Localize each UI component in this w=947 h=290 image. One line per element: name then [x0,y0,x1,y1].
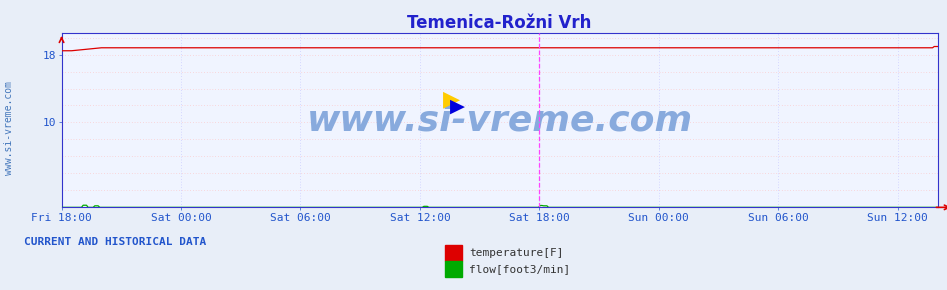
Text: CURRENT AND HISTORICAL DATA: CURRENT AND HISTORICAL DATA [24,237,205,247]
Text: www.si-vreme.com: www.si-vreme.com [5,81,14,175]
Title: Temenica-Rožni Vrh: Temenica-Rožni Vrh [407,14,592,32]
Text: ▶: ▶ [450,97,465,116]
Text: www.si-vreme.com: www.si-vreme.com [307,103,692,137]
Text: ▶: ▶ [443,90,460,109]
Text: temperature[F]: temperature[F] [469,248,563,258]
Text: flow[foot3/min]: flow[foot3/min] [469,264,570,274]
